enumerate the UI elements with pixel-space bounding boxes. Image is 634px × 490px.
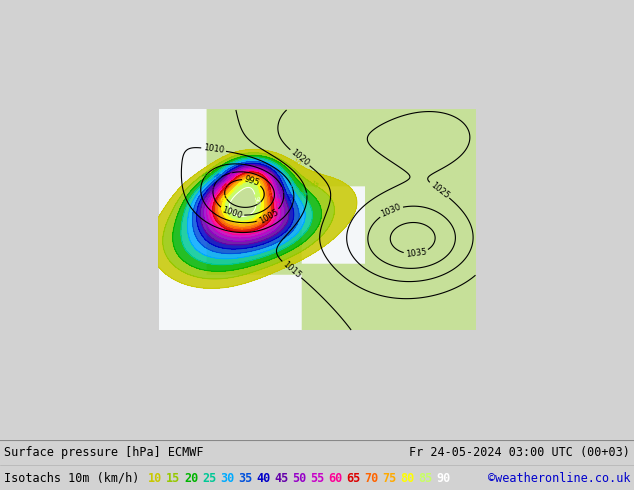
Text: 65: 65	[346, 471, 360, 485]
Text: 25: 25	[202, 471, 216, 485]
Text: 25: 25	[297, 189, 307, 200]
Text: 1000: 1000	[221, 205, 243, 221]
Text: 80: 80	[221, 193, 230, 203]
Text: 85: 85	[233, 183, 243, 194]
Text: 60: 60	[328, 471, 342, 485]
Text: 1005: 1005	[257, 208, 280, 226]
Text: 45: 45	[207, 183, 218, 193]
Text: 80: 80	[400, 471, 414, 485]
Text: 90: 90	[252, 195, 259, 205]
Text: 40: 40	[283, 192, 293, 202]
Text: 85: 85	[418, 471, 432, 485]
Text: Surface pressure [hPa] ECMWF: Surface pressure [hPa] ECMWF	[4, 445, 204, 459]
Text: 10: 10	[291, 158, 302, 168]
Text: 75: 75	[382, 471, 396, 485]
Text: Fr 24-05-2024 03:00 UTC (00+03): Fr 24-05-2024 03:00 UTC (00+03)	[409, 445, 630, 459]
Text: 30: 30	[286, 180, 295, 191]
Text: 35: 35	[238, 471, 252, 485]
Text: 55: 55	[310, 471, 324, 485]
Text: 1010: 1010	[203, 144, 224, 155]
Text: 20: 20	[202, 171, 212, 181]
Text: 60: 60	[272, 197, 280, 207]
Text: 40: 40	[256, 471, 270, 485]
Text: 30: 30	[220, 471, 234, 485]
Text: 1035: 1035	[405, 248, 427, 259]
Text: 65: 65	[221, 181, 231, 192]
Text: 70: 70	[364, 471, 378, 485]
Text: 1020: 1020	[289, 147, 311, 168]
Text: 15: 15	[308, 179, 319, 189]
Text: 1025: 1025	[429, 180, 451, 200]
Text: 50: 50	[275, 186, 283, 196]
Text: ©weatheronline.co.uk: ©weatheronline.co.uk	[488, 471, 630, 485]
Text: 70: 70	[264, 187, 272, 196]
Text: 50: 50	[292, 471, 306, 485]
Text: 995: 995	[243, 174, 261, 188]
Text: 1030: 1030	[380, 202, 403, 219]
Text: Isotachs 10m (km/h): Isotachs 10m (km/h)	[4, 471, 139, 485]
Text: 55: 55	[226, 171, 237, 181]
Text: 10: 10	[148, 471, 162, 485]
Text: 90: 90	[436, 471, 450, 485]
Text: 15: 15	[166, 471, 180, 485]
Text: 75: 75	[254, 216, 264, 226]
Text: 45: 45	[274, 471, 288, 485]
Text: 20: 20	[184, 471, 198, 485]
Text: 1015: 1015	[281, 259, 302, 280]
Text: 35: 35	[213, 172, 224, 182]
